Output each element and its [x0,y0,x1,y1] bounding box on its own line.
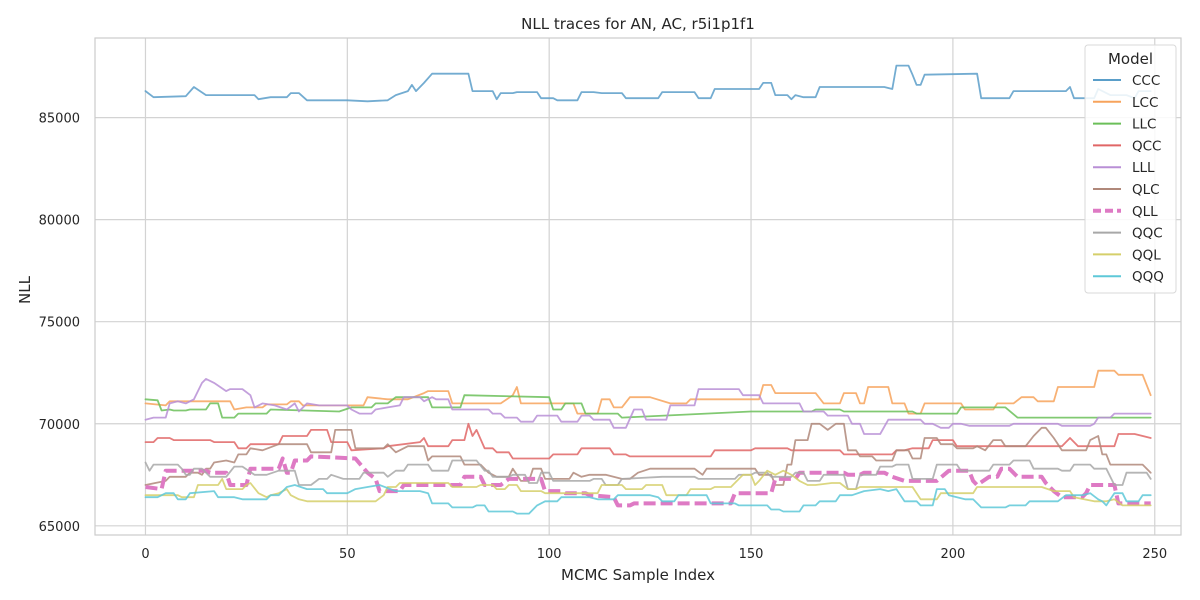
tick-labels: 0 50 100 150 200 250 65000 70000 75000 80000 85000 [39,112,1168,562]
legend-title: Model [1108,50,1153,68]
legend-label-qlc: QLC [1132,182,1160,198]
y-tick-label: 75000 [39,316,80,331]
series-line-qcc [144,422,1152,460]
legend: Model CCC LCC LLC QCC LLL QLC QLL QQC QQL QQQ [1084,44,1177,294]
legend-label-qql: QQL [1132,247,1161,263]
series-line-qqq [144,484,1152,515]
legend-label-qll: QLL [1132,204,1158,220]
x-tick-label: 250 [1142,547,1167,562]
x-tick-label: 150 [739,547,764,562]
legend-label-qcc: QCC [1132,138,1161,154]
legend-label-qqq: QQQ [1132,269,1164,285]
legend-label-lll: LLL [1132,160,1155,176]
series-line-qlc [144,422,1152,486]
y-tick-label: 65000 [39,520,80,535]
series-line-lll [144,378,1152,435]
x-tick-label: 200 [940,547,965,562]
y-tick-label: 80000 [39,214,80,229]
y-axis-label: NLL [16,275,34,304]
legend-label-llc: LLC [1132,117,1156,133]
series-line-qll [145,454,1151,508]
chart-title: NLL traces for AN, AC, r5i1p1f1 [521,15,755,33]
legend-label-lcc: LCC [1132,95,1158,111]
x-axis-label: MCMC Sample Index [561,566,715,584]
y-tick-label: 70000 [39,418,80,433]
series-lines [144,64,1152,515]
plot-frame [94,37,1182,536]
y-tick-label: 85000 [39,112,80,127]
plot-border [94,37,1182,536]
series-line-ccc [144,64,1152,103]
legend-label-ccc: CCC [1132,73,1160,89]
x-tick-label: 0 [141,547,149,562]
series-line-llc [144,394,1152,419]
legend-box [1084,44,1177,294]
legend-label-qqc: QQC [1132,226,1163,242]
x-tick-label: 100 [537,547,562,562]
x-tick-label: 50 [339,547,356,562]
